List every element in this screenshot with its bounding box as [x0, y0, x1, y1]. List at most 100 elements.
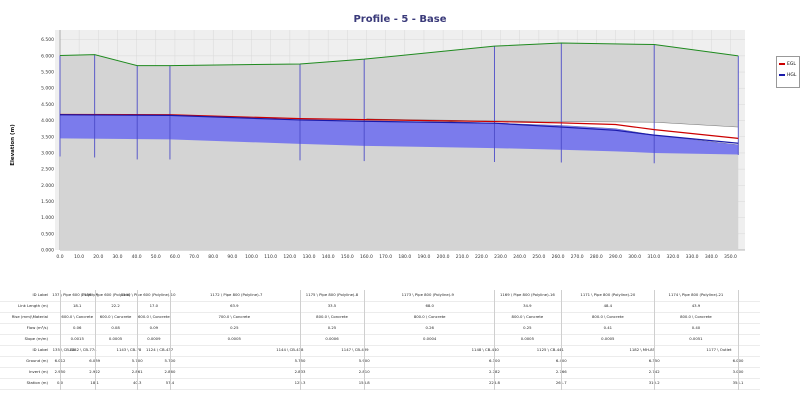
x-tick-label: 200.0: [437, 254, 450, 260]
table-cell: 0.25: [523, 325, 532, 330]
table-cell: 0.06: [73, 325, 82, 330]
y-tick-label: 3.000: [41, 150, 54, 156]
table-cell: 600.0 \ Concrete: [61, 314, 94, 319]
y-tick-label: 5.500: [41, 70, 54, 76]
ground-area: [60, 42, 739, 250]
series: [59, 42, 739, 250]
x-tick-label: 150.0: [341, 254, 354, 260]
table-cell: 34.9: [523, 303, 532, 308]
table-station-separator: [94, 290, 96, 390]
table-cell: 0.0006: [325, 336, 339, 341]
x-tick-label: 180.0: [398, 254, 411, 260]
y-tick-label: 3.500: [41, 134, 54, 140]
table-row-label: ID Label: [32, 347, 49, 352]
table-row: Rise (mm)\Material 600.0 \ Concrete 600.0 …: [0, 312, 760, 324]
x-tick-label: 190.0: [417, 254, 430, 260]
x-tick-label: 40.0: [132, 254, 142, 260]
table-cell: 22.2: [111, 303, 120, 308]
table-cell: 1143 \ CB-78: [116, 347, 142, 352]
table-station-separator: [60, 290, 61, 390]
table-cell: 6.000: [733, 358, 744, 363]
x-tick-label: 270.0: [571, 254, 584, 260]
table-cell: 1139 \ Pipe 600 (Polyline): [81, 292, 131, 297]
x-tick-label: 250.0: [532, 254, 545, 260]
table-cell: 800.0 \ Concrete: [316, 314, 348, 319]
table-cell: 33.5: [327, 303, 337, 308]
profile-data-table: ID Label 137 \ Pipe 600 (Polyline) 1139 \ …: [0, 290, 800, 390]
table-cell: 48.4: [603, 303, 613, 308]
table-cell: 700.0 \ Concrete: [218, 314, 251, 319]
table-cell: 0.40: [691, 325, 701, 330]
y-tick-label: 2.000: [41, 183, 54, 189]
table-cell: 600.0 \ Concrete: [138, 314, 170, 319]
table-station-separator: [300, 290, 301, 390]
x-tick-label: 90.0: [227, 254, 237, 260]
table-cell: 137 \ Pipe 600 (Polyline): [52, 292, 99, 297]
table-row-label: Ground (m): [26, 358, 48, 363]
x-tick-label: 290.0: [609, 254, 622, 260]
table-cell: 0.25: [327, 325, 337, 330]
table-cell: 800.0 \ Concrete: [413, 314, 446, 319]
y-tick-label: 4.500: [41, 102, 54, 108]
table-cell: 0.0005: [601, 336, 615, 341]
x-tick-label: 220.0: [475, 254, 488, 260]
x-tick-label: 280.0: [590, 254, 603, 260]
table-row-label: ID Label: [32, 292, 49, 297]
legend: EGL HGL: [776, 56, 800, 88]
table-row: Flow (m³/s) 0.06 0.08 0.09 0.25 0.25 0.26 0.25 0…: [0, 323, 760, 335]
table-station-separator: [364, 290, 366, 390]
x-tick-label: 110.0: [264, 254, 277, 260]
table-cell: 135 \ CB-68: [52, 347, 76, 352]
legend-label: HGL: [787, 72, 797, 78]
x-tick-label: 60.0: [170, 254, 180, 260]
x-tick-label: 120.0: [283, 254, 296, 260]
y-tick-label: 0.500: [41, 231, 54, 237]
table-row-label: Station (m): [26, 380, 48, 385]
table-cell: 1124 \ CB-437: [145, 347, 174, 352]
x-tick-label: 80.0: [208, 254, 218, 260]
table-cell: 0.0005: [227, 336, 241, 341]
table-cell: 1175 \ Pipe 800 (Polyline)-8: [305, 292, 359, 297]
x-tick-label: 160.0: [360, 254, 373, 260]
table-cell: 1125 \ CB-441: [536, 347, 564, 352]
ground-line: [59, 42, 739, 67]
table-cell: 1173 \ Pipe 800 (Polyline)-9: [401, 292, 454, 297]
table-cell: 1182 \ MH-85: [629, 347, 656, 352]
x-tick-label: 30.0: [112, 254, 122, 260]
x-tick-label: 170.0: [379, 254, 392, 260]
table-row-label: Link Length (m): [18, 303, 48, 308]
y-tick-label: 4.000: [41, 118, 54, 124]
table-cell: 0.26: [425, 325, 434, 330]
table-cell: 354.1: [733, 380, 744, 385]
table-row: Link Length (m) 18.1 22.2 17.0 63.9 33.5 68.0 3…: [0, 301, 760, 313]
y-tick-label: 1.000: [41, 215, 54, 221]
table-cell: 3.000: [733, 369, 744, 374]
x-tick-label: 50.0: [151, 254, 161, 260]
table-cell: 800.0 \ Concrete: [591, 314, 624, 319]
hgl-line: [59, 114, 739, 144]
y-tick-label: 5.000: [41, 86, 54, 92]
table-cell: 1169 \ Pipe 800 (Polyline)-16: [499, 292, 555, 297]
x-tick-label: 300.0: [628, 254, 641, 260]
x-tick-label: 310.0: [647, 254, 660, 260]
table-station-separator: [561, 290, 563, 390]
table-station-separator: [137, 290, 139, 390]
table-cell: 0.0004: [423, 336, 437, 341]
x-tick-label: 330.0: [686, 254, 699, 260]
table-station-separator: [494, 290, 496, 390]
table-cell: 0.25: [230, 325, 239, 330]
table-cell: 0.0005: [108, 336, 123, 341]
table-cell: 18.1: [73, 303, 82, 308]
table-cell: 1140 \ Pipe 600 (Polyline)-10: [120, 292, 176, 297]
x-tick-label: 20.0: [93, 254, 103, 260]
table-cell: 63.9: [230, 303, 239, 308]
table-cell: 17.0: [149, 303, 159, 308]
table-cell: 0.08: [111, 325, 120, 330]
x-tick-label: 140.0: [322, 254, 335, 260]
x-tick-label: 210.0: [456, 254, 469, 260]
table-station-separator: [738, 290, 740, 390]
table-cell: 600.0 \ Concrete: [99, 314, 132, 319]
x-tick-label: 10.0: [74, 254, 84, 260]
x-tick-label: 230.0: [494, 254, 507, 260]
table-cell: 68.0: [425, 303, 434, 308]
